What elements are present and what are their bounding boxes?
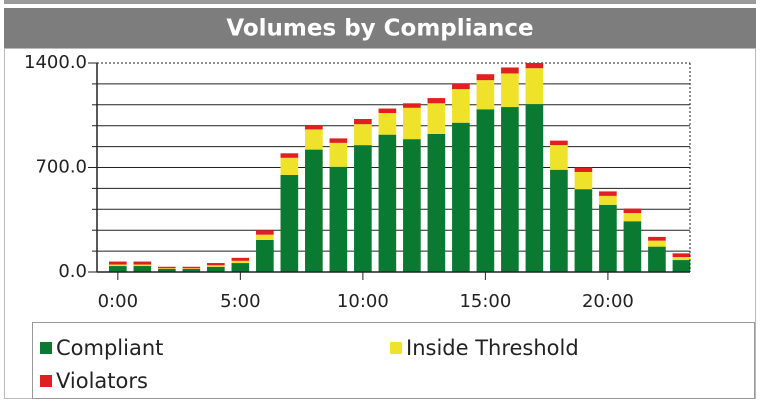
bar-segment bbox=[525, 68, 544, 105]
legend-label: Violators bbox=[56, 369, 148, 393]
legend-swatch bbox=[390, 342, 402, 354]
bar-segment bbox=[550, 145, 568, 170]
bar-segment bbox=[623, 213, 642, 222]
bar-segment bbox=[427, 98, 446, 104]
legend-label: Inside Threshold bbox=[406, 336, 579, 360]
bar-segment bbox=[158, 266, 176, 269]
bar-segment bbox=[207, 265, 225, 267]
bar-segment bbox=[305, 124, 323, 130]
x-tick-label: 5:00 bbox=[220, 291, 260, 312]
bar-segment bbox=[354, 118, 372, 125]
bar-segment bbox=[231, 263, 250, 272]
bar-segment bbox=[501, 73, 519, 108]
bar-segment bbox=[109, 261, 127, 265]
x-tick-label: 20:00 bbox=[582, 291, 634, 312]
bar-segment bbox=[378, 113, 397, 135]
bar-segment bbox=[305, 149, 323, 272]
bar-segment bbox=[329, 166, 348, 272]
bar-segment bbox=[280, 153, 299, 158]
bar-segment bbox=[648, 246, 666, 272]
bar-segment bbox=[158, 269, 176, 272]
bar-segment bbox=[207, 263, 225, 266]
bar-segment bbox=[452, 122, 470, 272]
y-tick-label: 1400.0 bbox=[24, 52, 87, 73]
legend-swatch bbox=[40, 375, 52, 387]
bar-segment bbox=[599, 195, 617, 205]
bar-segment bbox=[403, 103, 421, 108]
bar-segment bbox=[599, 204, 617, 272]
bar-segment bbox=[256, 234, 274, 240]
y-tick-label: 0.0 bbox=[58, 261, 87, 282]
bar-segment bbox=[672, 260, 691, 272]
legend-label: Compliant bbox=[56, 336, 163, 360]
bar-segment bbox=[182, 269, 201, 272]
bar-segment bbox=[452, 89, 470, 123]
top-band bbox=[4, 0, 756, 4]
bar-segment bbox=[476, 109, 495, 273]
bar-segment bbox=[574, 171, 593, 190]
bar-segment bbox=[133, 266, 152, 272]
bar-segment bbox=[574, 167, 593, 172]
bar-segment bbox=[133, 264, 152, 267]
title-bar bbox=[4, 8, 756, 48]
bar-segment bbox=[476, 74, 495, 81]
bar-segment bbox=[452, 83, 470, 90]
x-tick-label: 0:00 bbox=[98, 291, 138, 312]
bar-segment bbox=[427, 103, 446, 134]
bar-segment bbox=[672, 253, 691, 258]
bar-segment bbox=[378, 108, 397, 114]
bar-segment bbox=[672, 257, 691, 261]
bar-segment bbox=[525, 63, 544, 69]
bar-segment bbox=[305, 129, 323, 150]
bar-segment bbox=[550, 169, 568, 272]
bar-segment bbox=[109, 266, 127, 272]
bar-segment bbox=[501, 67, 519, 74]
bar-segment bbox=[280, 174, 299, 272]
x-tick-label: 10:00 bbox=[337, 291, 389, 312]
bar-segment bbox=[403, 139, 421, 272]
bar-segment bbox=[256, 239, 274, 272]
bar-segment bbox=[525, 104, 544, 272]
bar-segment bbox=[427, 133, 446, 272]
bar-segment bbox=[623, 221, 642, 272]
bar-segment bbox=[501, 107, 519, 273]
bar-segment bbox=[109, 264, 127, 267]
bar-segment bbox=[329, 138, 348, 143]
bar-segment bbox=[623, 208, 642, 214]
bar-segment bbox=[476, 80, 495, 110]
bar-segment bbox=[158, 268, 176, 270]
bar-segment bbox=[280, 157, 299, 175]
bar-segment bbox=[231, 257, 250, 261]
bar-segment bbox=[256, 230, 274, 235]
bar-segment bbox=[574, 189, 593, 272]
bar-segment bbox=[648, 236, 666, 241]
bar-segment bbox=[550, 140, 568, 146]
x-tick-label: 15:00 bbox=[459, 291, 511, 312]
bar-segment bbox=[231, 260, 250, 264]
bar-segment bbox=[329, 142, 348, 167]
bar-segment bbox=[378, 134, 397, 272]
bar-segment bbox=[354, 124, 372, 146]
chart-title: Volumes by Compliance bbox=[226, 16, 533, 42]
legend-swatch bbox=[40, 342, 52, 354]
legend-box bbox=[32, 322, 755, 399]
y-tick-label: 700.0 bbox=[35, 157, 87, 178]
bar-segment bbox=[207, 266, 225, 272]
bar-segment bbox=[648, 240, 666, 247]
bar-segment bbox=[182, 268, 201, 270]
bar-segment bbox=[133, 261, 152, 265]
bar-segment bbox=[182, 266, 201, 269]
bar-segment bbox=[599, 191, 617, 196]
bar-segment bbox=[354, 145, 372, 272]
bar-segment bbox=[403, 107, 421, 140]
